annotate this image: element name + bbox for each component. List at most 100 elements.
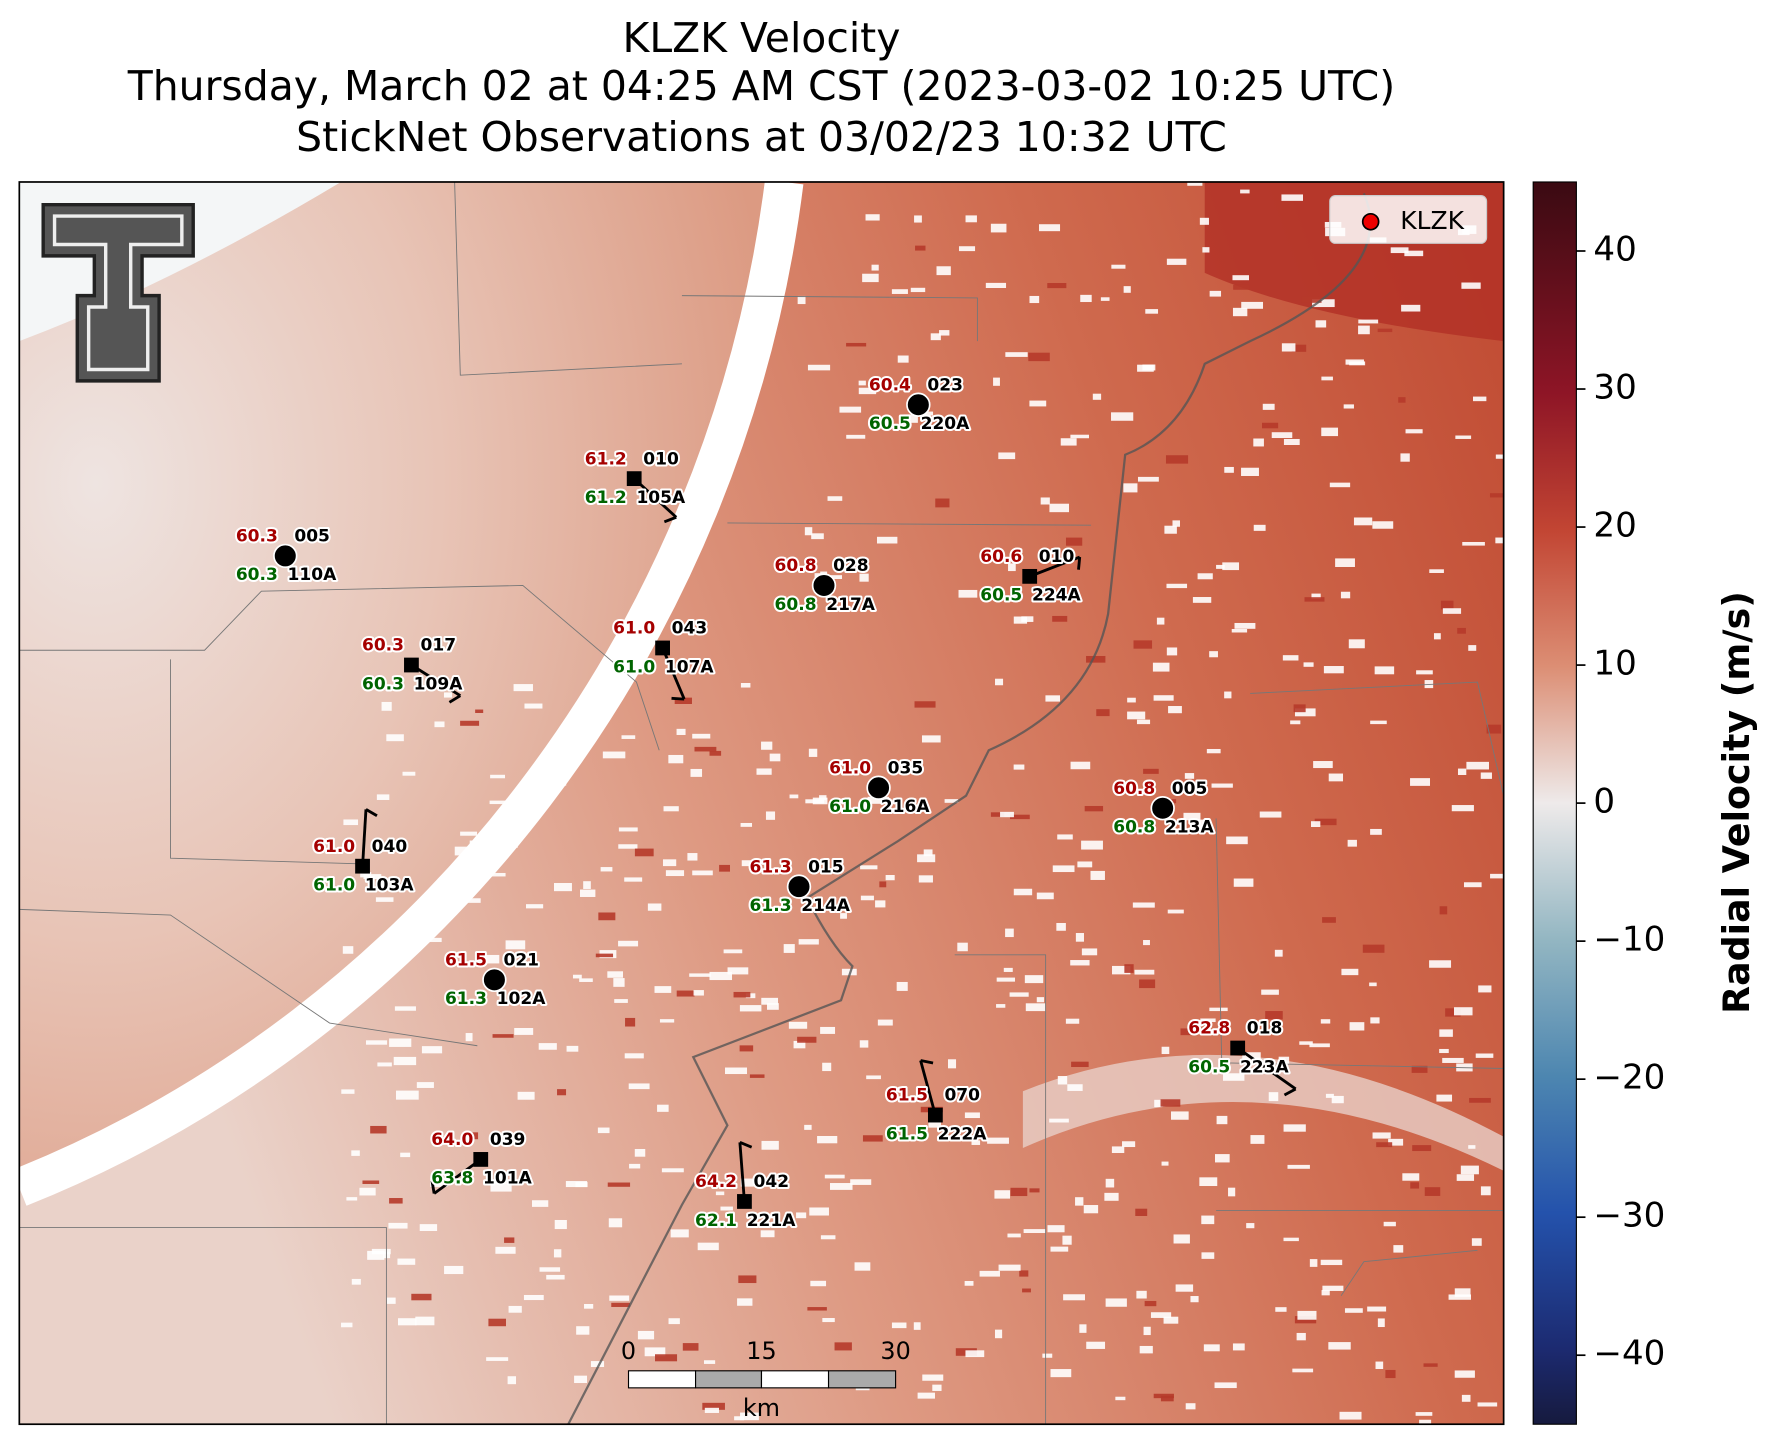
radar-gap	[1281, 194, 1303, 201]
wind-barb	[361, 809, 368, 867]
radar-gap	[1262, 422, 1279, 429]
radar-gap	[820, 1026, 836, 1034]
radar-gap	[903, 414, 918, 423]
station-id: 109A	[414, 674, 464, 694]
radar-gap	[965, 1350, 985, 1358]
radar-gap	[761, 997, 779, 1005]
radar-gap	[932, 1384, 942, 1391]
radar-gap	[1312, 299, 1335, 308]
radar-gap	[1000, 811, 1014, 818]
radar-gap	[583, 881, 591, 889]
radar-gap	[1070, 761, 1091, 770]
radar-gap	[420, 937, 442, 943]
radar-gap	[1222, 562, 1240, 571]
radar-gap	[727, 967, 749, 975]
radar-gap	[665, 870, 685, 877]
radar-gap	[709, 971, 733, 981]
radar-gap	[1453, 1007, 1473, 1016]
radar-gap	[692, 733, 711, 739]
radar-gap	[400, 1152, 411, 1158]
radar-gap	[1329, 482, 1351, 488]
radar-gap	[1092, 393, 1102, 400]
radar-gap	[389, 1198, 403, 1204]
radar-gap	[554, 1219, 567, 1230]
radar-gap	[1143, 1326, 1151, 1336]
radar-gap	[1234, 622, 1256, 629]
radar-gap	[394, 1006, 416, 1011]
station-dewpoint: 61.5	[886, 1124, 928, 1144]
radar-gap	[1154, 1099, 1163, 1108]
radar-gap	[1203, 1344, 1220, 1352]
radar-gap	[979, 1270, 1000, 1277]
radar-gap	[1362, 944, 1385, 953]
radar-gap	[663, 806, 679, 812]
station-code: 018	[1247, 1019, 1283, 1039]
radar-gap	[576, 1326, 590, 1335]
radar-gap	[1201, 1252, 1215, 1259]
wind-barb	[919, 1060, 937, 1116]
wind-barb	[738, 1142, 746, 1202]
radar-gap	[367, 1250, 385, 1260]
radar-gap	[674, 697, 692, 704]
radar-gap	[1401, 304, 1421, 312]
radar-gap	[1477, 1402, 1498, 1407]
radar-gap	[1471, 1238, 1482, 1246]
radar-gap	[1348, 639, 1365, 649]
radar-gap	[720, 1206, 733, 1211]
radar-gap	[1228, 1187, 1236, 1197]
radar-gap	[1250, 1135, 1265, 1144]
station-code: 005	[294, 527, 330, 547]
radar-gap	[1457, 768, 1467, 775]
radar-gap	[1139, 979, 1156, 989]
radar-gap	[465, 898, 481, 903]
radar-gap	[1377, 1318, 1385, 1328]
radar-gap	[1445, 1008, 1461, 1017]
radar-gap	[377, 1062, 392, 1067]
radar-gap	[1163, 1316, 1179, 1324]
radar-gap	[993, 377, 1000, 386]
radar-gap	[804, 527, 813, 536]
radar-gap	[797, 295, 806, 305]
station-temperature: 60.8	[1113, 779, 1155, 799]
station-temperature: 61.0	[313, 837, 355, 857]
radar-gap	[1415, 1412, 1433, 1416]
station-code: 017	[421, 636, 457, 656]
station-dewpoint: 60.5	[869, 414, 911, 434]
station-id: 105A	[636, 488, 686, 508]
wind-barb-flag	[365, 808, 378, 817]
radar-gap	[1226, 836, 1248, 845]
radar-gap	[804, 1124, 812, 1130]
radar-gap	[1184, 773, 1195, 779]
radar-gap	[1036, 892, 1054, 900]
radar-gap	[1056, 922, 1066, 931]
radar-gap	[504, 1237, 515, 1243]
radar-gap	[702, 1402, 725, 1410]
radar-gap	[1042, 1353, 1053, 1358]
radar-gap	[566, 1045, 579, 1052]
station-marker	[927, 1107, 943, 1123]
radar-gap	[1376, 1142, 1393, 1148]
radar-gap	[957, 942, 968, 952]
radar-gap	[1405, 429, 1423, 434]
radar-gap	[1468, 645, 1477, 651]
radar-gap	[618, 844, 638, 849]
radar-gap	[464, 1132, 479, 1140]
radar-gap	[1411, 1065, 1428, 1073]
station-code: 021	[503, 951, 539, 971]
radar-gap	[1400, 453, 1410, 462]
radar-gap	[1115, 1396, 1126, 1401]
station-id: 221A	[747, 1211, 797, 1231]
station-marker	[473, 1152, 489, 1167]
station-marker	[482, 967, 507, 993]
radar-gap	[862, 1135, 883, 1142]
radar-gap	[1347, 839, 1357, 847]
radar-gap	[756, 768, 772, 775]
radar-gap	[613, 978, 625, 987]
radar-gap	[1370, 828, 1382, 835]
radar-gap	[1111, 264, 1126, 269]
radar-gap	[1173, 1234, 1190, 1244]
radar-gap	[647, 903, 662, 911]
radar-gap	[634, 848, 654, 857]
radar-gap	[788, 1021, 808, 1029]
radar-gap	[654, 986, 672, 993]
